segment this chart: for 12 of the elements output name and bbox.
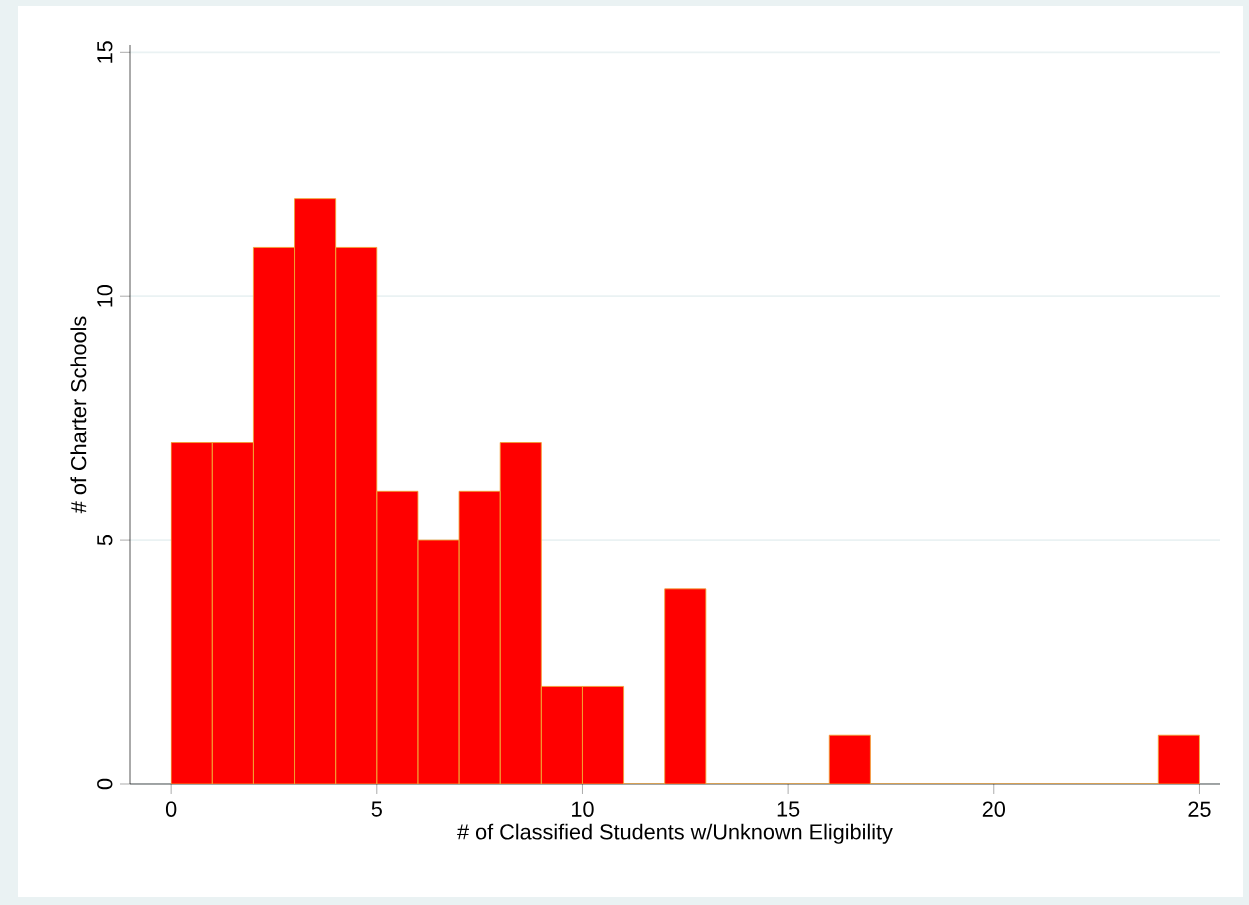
x-axis-title: # of Classified Students w/Unknown Eligibility [457, 823, 893, 844]
x-tick-label: 20 [982, 801, 1005, 817]
x-tick-label: 10 [572, 801, 594, 817]
x-tick-label: 15 [777, 801, 800, 817]
y-tick-label: 10 [97, 284, 113, 307]
y-tick-label: 15 [97, 41, 113, 63]
x-tick-label: 0 [165, 801, 177, 817]
x-tick-label: 25 [1188, 801, 1211, 817]
x-tick-label: 5 [371, 801, 382, 817]
y-tick-label: 0 [97, 778, 113, 790]
y-axis-title: # of Charter Schools [70, 316, 87, 514]
y-tick-label: 5 [97, 534, 113, 546]
